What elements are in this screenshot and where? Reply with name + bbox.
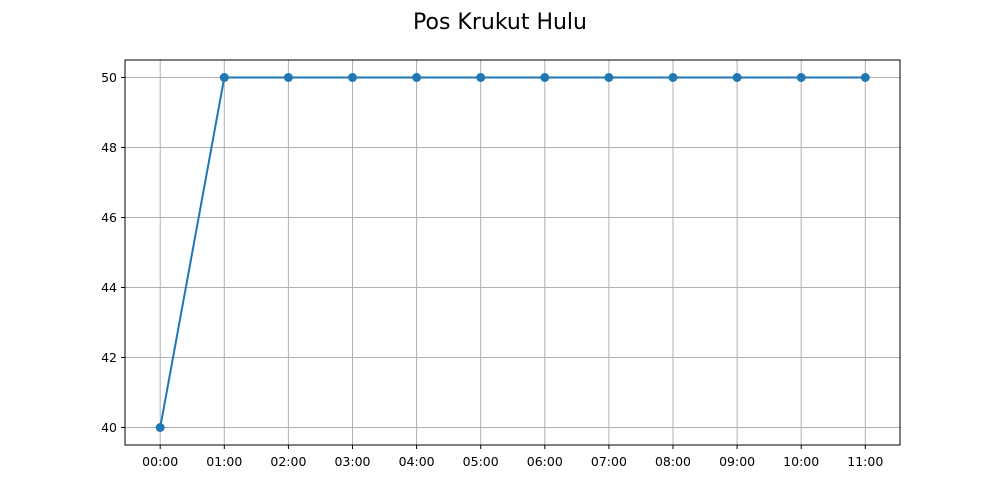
data-point xyxy=(348,73,357,82)
data-point xyxy=(283,73,293,82)
y-tick-label: 40 xyxy=(101,420,117,435)
x-tick-label: 00:00 xyxy=(142,454,178,469)
x-tick-label: 08:00 xyxy=(655,454,691,469)
x-tick-label: 04:00 xyxy=(399,454,435,469)
series xyxy=(155,73,870,432)
data-point xyxy=(155,423,165,432)
x-tick-label: 01:00 xyxy=(206,454,242,469)
data-point xyxy=(860,73,870,82)
x-tick-label: 06:00 xyxy=(527,454,563,469)
chart-title: Pos Krukut Hulu xyxy=(413,10,587,35)
x-tick-label: 11:00 xyxy=(847,454,883,469)
data-point xyxy=(540,73,550,82)
y-tick-label: 42 xyxy=(101,350,117,365)
data-point xyxy=(219,73,229,82)
series-line xyxy=(159,76,866,428)
x-tick-label: 02:00 xyxy=(270,454,306,469)
plot-frame xyxy=(124,59,901,446)
data-point xyxy=(732,73,742,82)
data-point xyxy=(412,73,422,82)
axes: 00:00 01:00 02:00 03:00 04:00 05:00 06:00 07:00… xyxy=(101,70,883,469)
y-tick-label: 44 xyxy=(101,280,117,295)
y-tick-label: 46 xyxy=(101,210,117,225)
grid xyxy=(125,60,900,445)
x-tick-label: 07:00 xyxy=(591,454,627,469)
x-tick-label: 09:00 xyxy=(719,454,755,469)
data-point xyxy=(604,73,614,82)
x-tick-label: 10:00 xyxy=(783,454,819,469)
data-point xyxy=(796,73,806,82)
x-tick-label: 05:00 xyxy=(463,454,499,469)
y-tick-label: 50 xyxy=(101,70,117,85)
data-point xyxy=(668,73,678,82)
y-tick-label: 48 xyxy=(101,140,117,155)
x-tick-label: 03:00 xyxy=(334,454,370,469)
data-point xyxy=(476,73,486,82)
